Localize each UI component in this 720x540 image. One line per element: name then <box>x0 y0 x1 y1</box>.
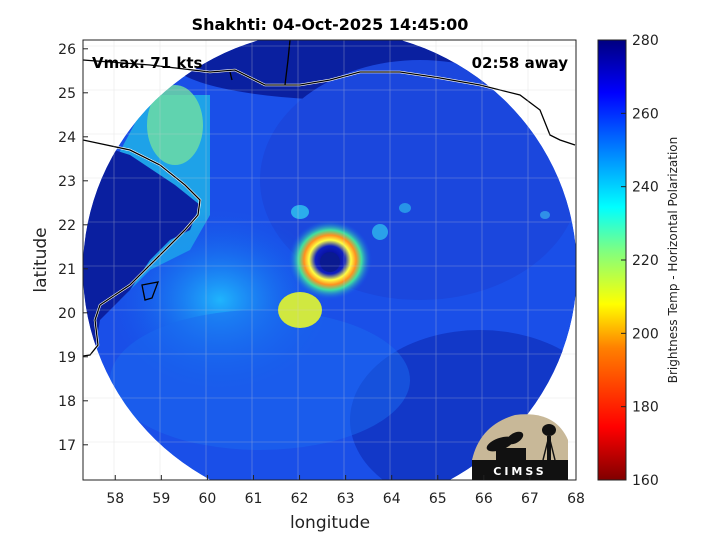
colorbar-tick-label: 260 <box>632 106 659 122</box>
x-axis: 58 59 60 61 62 63 64 65 66 67 68 longitude <box>106 475 585 533</box>
x-tick-label: 66 <box>475 491 493 507</box>
x-tick-label: 64 <box>383 491 401 507</box>
colorbar-tick-label: 200 <box>632 326 659 342</box>
y-tick-label: 23 <box>58 174 76 190</box>
satellite-dish-icon <box>486 431 526 460</box>
y-tick-label: 20 <box>58 306 76 322</box>
y-tick-label: 18 <box>58 394 76 410</box>
x-tick-label: 58 <box>106 491 124 507</box>
map-title: Shakhti: 04-Oct-2025 14:45:00 <box>192 15 469 34</box>
x-tick-label: 65 <box>429 491 447 507</box>
y-tick-label: 19 <box>58 350 76 366</box>
grid-lines <box>83 40 576 480</box>
x-tick-label: 63 <box>337 491 355 507</box>
y-tick-label: 21 <box>58 262 76 278</box>
y-tick-label: 17 <box>58 438 76 454</box>
vmax-label: Vmax: 71 kts <box>92 54 202 72</box>
colorbar-tick-label: 220 <box>632 253 659 269</box>
y-tick-label: 24 <box>58 130 76 146</box>
cimss-logo: CIMSS <box>472 414 568 480</box>
water-tower-icon <box>542 424 556 461</box>
colorbar-tick-label: 180 <box>632 400 659 416</box>
plot-area: Vmax: 71 kts 02:58 away CIMSS <box>82 39 577 481</box>
x-tick-label: 68 <box>567 491 585 507</box>
y-axis-label: latitude <box>31 227 51 292</box>
y-axis: 17 18 19 20 21 22 23 24 25 26 latitude <box>31 42 88 454</box>
y-tick-label: 22 <box>58 218 76 234</box>
x-tick-label: 67 <box>521 491 539 507</box>
x-tick-label: 61 <box>245 491 263 507</box>
colorbar-tick-label: 240 <box>632 180 659 196</box>
cimss-logo-text: CIMSS <box>493 465 546 478</box>
colorbar: 160 180 200 220 240 260 280 Brightness Temp - … <box>597 33 680 489</box>
x-tick-label: 60 <box>198 491 216 507</box>
colorbar-tick-label: 160 <box>632 473 659 489</box>
x-axis-label: longitude <box>290 513 370 533</box>
colorbar-tick-label: 280 <box>632 33 659 49</box>
plot-frame <box>82 39 577 481</box>
x-tick-label: 62 <box>291 491 309 507</box>
brightness-temp-swath <box>83 40 576 480</box>
time-away-label: 02:58 away <box>472 54 569 72</box>
x-tick-label: 59 <box>152 491 170 507</box>
colorbar-label: Brightness Temp - Horizontal Polarizatio… <box>666 137 680 384</box>
y-tick-label: 25 <box>58 86 76 102</box>
y-tick-label: 26 <box>58 42 76 58</box>
